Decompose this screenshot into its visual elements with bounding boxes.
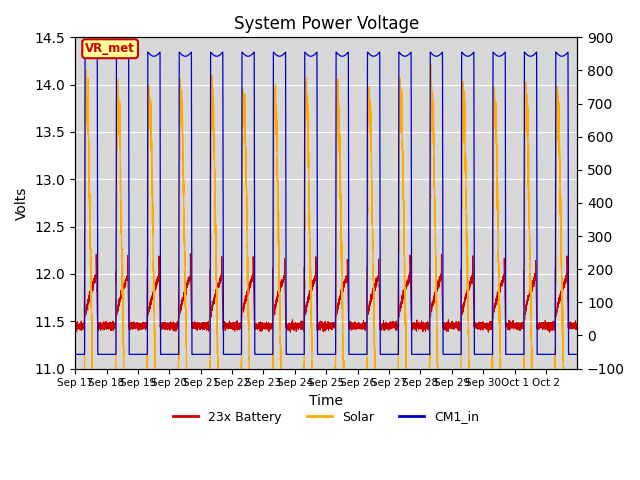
Title: System Power Voltage: System Power Voltage [234, 15, 419, 33]
Legend: 23x Battery, Solar, CM1_in: 23x Battery, Solar, CM1_in [168, 406, 484, 429]
Text: VR_met: VR_met [85, 42, 135, 55]
Y-axis label: Volts: Volts [15, 186, 29, 220]
X-axis label: Time: Time [309, 394, 343, 408]
